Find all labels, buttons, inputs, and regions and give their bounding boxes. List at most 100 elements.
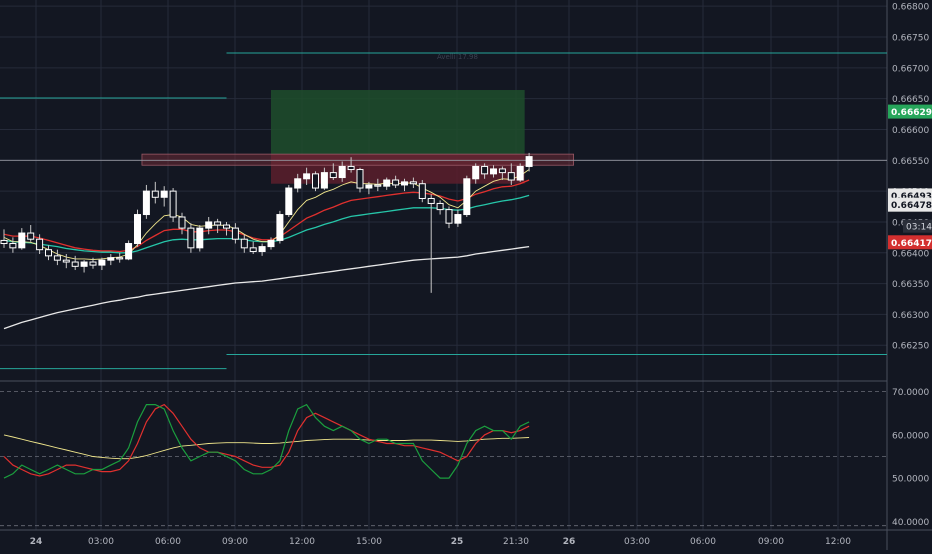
candle-body	[71, 261, 79, 267]
y-tick-label: 0.66600	[892, 126, 929, 136]
axes: 24 03:00 06:00 09:00 12:00 15:00 25 21:30 26 03:0…	[30, 3, 932, 547]
y-tick-label: 0.66250	[892, 342, 929, 352]
candle-body	[320, 172, 328, 189]
candle-body	[312, 173, 319, 189]
candle-body	[80, 261, 88, 267]
moving-averages	[3, 169, 530, 330]
oscillator-pane	[0, 391, 887, 527]
candle-body	[107, 257, 115, 261]
osc-y-tick-label: 60.0000	[892, 431, 929, 441]
candle-body	[169, 190, 177, 218]
candle-body	[436, 202, 444, 211]
candle-body	[463, 178, 471, 216]
candle-body	[125, 243, 133, 260]
candle-body	[276, 214, 284, 241]
y-tick-label: 0.66350	[892, 280, 929, 290]
candle-body	[374, 184, 382, 187]
osc-y-tick-label: 50.0000	[892, 475, 929, 485]
y-tick-label: 0.66800	[892, 3, 929, 13]
candle-body	[267, 239, 275, 248]
y-tick-label: 0.66400	[892, 249, 929, 259]
candle-body	[98, 259, 106, 266]
candle-body	[427, 198, 435, 204]
x-tick-label: 09:00	[222, 537, 248, 547]
osc-series-line	[3, 403, 530, 479]
y-tick-label: 0.66750	[892, 33, 929, 43]
osc-y-tick-label: 40.0000	[892, 518, 929, 528]
candle-body	[294, 178, 302, 189]
price-label-text: 0.66478	[891, 201, 932, 211]
price-label-box	[888, 235, 932, 250]
candle-body	[356, 169, 364, 189]
y-tick-label: 0.66550	[892, 157, 929, 167]
profit-zone	[271, 90, 525, 155]
candle-body	[134, 214, 141, 245]
candle-body	[187, 227, 195, 249]
candle-body	[45, 249, 52, 257]
osc-series-line	[3, 434, 530, 460]
candle-body	[258, 246, 266, 253]
price-label-box	[888, 104, 932, 119]
candle-body	[285, 187, 293, 216]
x-tick-label: 03:00	[624, 537, 650, 547]
candle-body	[53, 255, 61, 261]
candle-body	[401, 181, 408, 186]
x-tick-label: 06:00	[155, 537, 181, 547]
candle-body	[0, 239, 8, 245]
candle-body	[89, 261, 97, 266]
price-label-text: 0.66493	[891, 192, 932, 202]
candle-body	[490, 168, 497, 175]
candle-body	[418, 183, 426, 200]
osc-series-line	[3, 403, 530, 477]
price-label-text: 0.66629	[891, 108, 932, 118]
y-tick-label: 0.66300	[892, 311, 929, 321]
candle-body	[18, 232, 26, 249]
resistance-zone	[141, 153, 574, 166]
candle-body	[62, 259, 70, 263]
candle-body	[383, 179, 391, 187]
watermark-text: Avelli 17.98	[437, 53, 478, 61]
x-tick-label: 09:00	[758, 537, 784, 547]
candle-body	[525, 156, 533, 167]
candle-body	[365, 184, 373, 189]
candle-body	[516, 165, 524, 181]
candle-body	[338, 165, 346, 179]
candle-body	[472, 165, 480, 180]
x-tick-label: 25	[451, 537, 464, 547]
candle-body	[160, 190, 168, 198]
x-tick-label: 21:30	[503, 537, 529, 547]
candle-body	[231, 227, 239, 240]
candle-body	[9, 243, 17, 249]
candle-body	[240, 238, 248, 249]
candle-body	[445, 209, 453, 224]
x-tick-label: 06:00	[690, 537, 716, 547]
ema-fast-line	[3, 169, 530, 260]
candle-body	[205, 221, 213, 229]
candle-body	[249, 247, 257, 253]
candle-body	[481, 165, 489, 175]
candle-body	[392, 179, 400, 186]
ema-mid-line	[3, 179, 530, 253]
y-tick-label: 0.66700	[892, 64, 929, 74]
x-tick-label: 24	[30, 537, 43, 547]
x-tick-label: 03:00	[88, 537, 114, 547]
candle-body	[329, 172, 337, 179]
candle-body	[36, 238, 44, 251]
y-tick-label: 0.66650	[892, 95, 929, 105]
candle-body	[454, 214, 462, 224]
countdown-text: 03:14	[906, 223, 932, 233]
ema-long-line	[3, 245, 530, 330]
price-label-box	[888, 197, 932, 212]
candle-body	[498, 168, 506, 174]
candle-body	[178, 216, 186, 229]
x-tick-label: 12:00	[289, 537, 315, 547]
osc-y-tick-label: 70.0000	[892, 388, 929, 398]
candle-body	[151, 190, 159, 198]
candle-body	[142, 190, 150, 216]
candle-body	[303, 173, 311, 180]
candle-body	[507, 172, 515, 181]
candle-body	[196, 227, 204, 249]
